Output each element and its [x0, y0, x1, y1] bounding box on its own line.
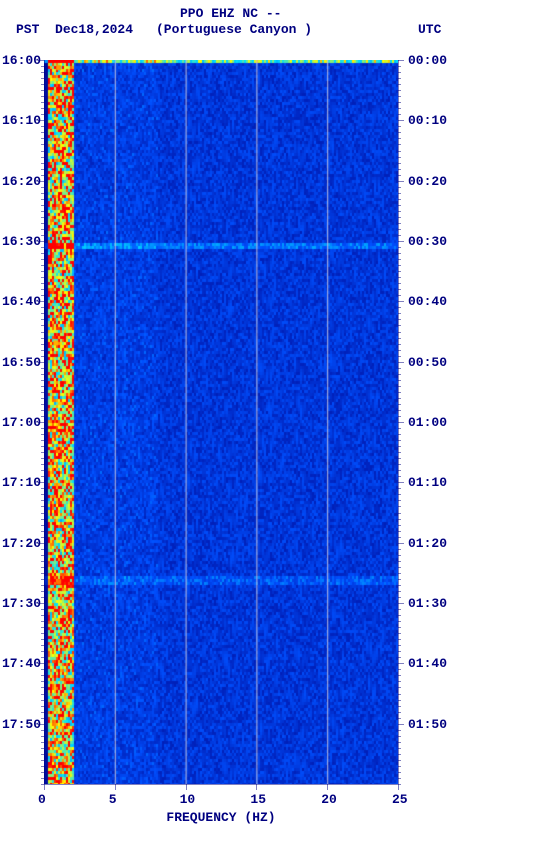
- axis-tick: 25: [392, 792, 408, 807]
- axis-tick: 15: [250, 792, 266, 807]
- station-code: PPO EHZ NC --: [180, 6, 281, 21]
- axis-tick: 17:40: [2, 656, 41, 671]
- axis-tick: 00:00: [408, 53, 447, 68]
- axis-tick: 00:20: [408, 174, 447, 189]
- axis-tick: 16:30: [2, 234, 41, 249]
- axis-tick: 20: [321, 792, 337, 807]
- axis-tick: 01:20: [408, 536, 447, 551]
- axis-tick: 16:10: [2, 113, 41, 128]
- spectrogram-plot: [44, 60, 398, 784]
- axis-tick: 17:10: [2, 475, 41, 490]
- axis-tick: 0: [38, 792, 46, 807]
- amplitude-scalebar: [492, 60, 493, 784]
- axis-tick: 16:40: [2, 294, 41, 309]
- axis-tick: 17:00: [2, 415, 41, 430]
- axis-tick: 10: [180, 792, 196, 807]
- axis-tick: 01:50: [408, 717, 447, 732]
- axis-tick: 5: [109, 792, 117, 807]
- location-label: (Portuguese Canyon ): [156, 22, 312, 37]
- axis-tick: 16:50: [2, 355, 41, 370]
- axis-tick: 16:00: [2, 53, 41, 68]
- axis-tick: 17:50: [2, 717, 41, 732]
- axis-tick: 00:30: [408, 234, 447, 249]
- tz-left-label: PST Dec18,2024: [16, 22, 133, 37]
- tz-right-label: UTC: [418, 22, 441, 37]
- axis-tick: 00:10: [408, 113, 447, 128]
- axis-tick: 16:20: [2, 174, 41, 189]
- axis-tick: 01:40: [408, 656, 447, 671]
- axis-tick: 17:20: [2, 536, 41, 551]
- axis-tick: 01:10: [408, 475, 447, 490]
- axis-tick: 01:30: [408, 596, 447, 611]
- axis-tick: 01:00: [408, 415, 447, 430]
- axis-tick: 17:30: [2, 596, 41, 611]
- spectrogram-canvas: [44, 60, 398, 784]
- axis-tick: 00:50: [408, 355, 447, 370]
- axis-tick: 00:40: [408, 294, 447, 309]
- x-axis-label: FREQUENCY (HZ): [0, 810, 442, 825]
